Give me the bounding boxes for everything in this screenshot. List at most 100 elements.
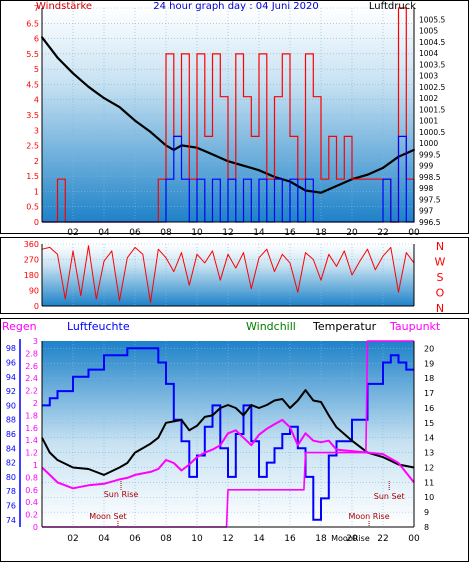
rain-tick-label: 2.4 [25,374,38,383]
y-left-tick-label: 6.5 [26,19,39,28]
y-left-tick-label: 1.5 [26,172,39,181]
rain-tick-label: 2 [33,399,38,408]
y-left-tick-label: 7 [34,4,39,13]
x-tick-label: 20 [346,228,358,238]
compass-label: N [436,302,444,315]
x-tick-label: 16 [284,228,296,238]
temp-tick-label: 8 [424,523,429,532]
pressure-point [149,130,152,133]
y-right-tick-label: 1001.5 [419,105,445,114]
pressure-point [157,137,160,140]
y-left-tick-label: 5 [34,65,39,74]
sun-moon-annotations: Sun Rise Sun Set Moon Set Moon Rise MoonRise [89,481,405,543]
y-right-tick-label: 1000.5 [419,128,445,137]
y-right-tick-label: 997 [419,207,434,216]
y-left-tick-label: 2.5 [26,142,39,151]
x-tick-label: 14 [253,228,265,238]
temp-tick-label: 19 [424,359,434,368]
gust-series-line [42,135,415,223]
rain-tick-label: 0.6 [25,486,38,495]
x-tick-label: 10 [191,534,203,544]
compass-label: W [435,256,446,269]
temp-tick-label: 15 [424,419,434,428]
y-left-tick-label: 4.5 [26,80,39,89]
y-left-tick-label: 2 [34,157,39,166]
x-tick-label: 04 [98,228,110,238]
rain-tick-label: 2.6 [25,362,38,371]
y-left-tick-label: 3 [34,126,39,135]
compass-label: S [437,271,444,284]
x-tick-label: 04 [98,534,110,544]
x-tick-label: 02 [67,534,78,544]
humidity-tick-label: 82 [6,459,16,468]
panel-wind-pressure-series [41,7,415,223]
pressure-label: Luftdruck [369,1,416,12]
temp-tick-label: 17 [424,389,434,398]
temperature-series-line [41,389,415,476]
sun-set-label: Sun Set [374,492,405,501]
winddir-series-line [41,245,415,304]
y-right-tick-label: 997.5 [419,195,441,204]
y-right-tick-label: 1004.5 [419,38,445,47]
rain-label: Regen [2,320,37,333]
wind-strength-label: Windstärke [36,1,92,12]
dewpoint-series-line [41,418,415,490]
rain-tick-label: 2.8 [25,349,38,358]
direction-tick-label: 90 [29,287,39,296]
x-tick-label: 14 [253,534,265,544]
x-tick-label: 12 [222,534,233,544]
y-left-tick-label: 1 [34,187,39,196]
y-left-tick-label: 6 [34,35,39,44]
humidity-series-line [42,347,414,521]
panel-humidity-temp-axes: 02 04 06 08 10 12 14 16 18 20 22 008910111213141516… [6,337,434,544]
sun-rise-label: Sun Rise [104,490,139,499]
x-tick-label: 22 [377,228,388,238]
rain-tick-label: 0.8 [25,473,38,482]
humidity-tick-label: 96 [6,358,16,367]
humidity-tick-label: 92 [6,387,16,396]
dewpoint-label: Taupunkt [389,320,441,333]
temp-tick-label: 11 [424,478,434,487]
temp-tick-label: 18 [424,374,434,383]
rain-tick-label: 1 [33,461,38,470]
temp-tick-label: 9 [424,508,429,517]
humidity-tick-label: 90 [6,401,16,410]
moon-set-label: Moon Set [89,512,126,521]
x-tick-label: 08 [160,534,172,544]
humidity-tick-label: 94 [6,373,16,382]
rain-tick-label: 1.6 [25,424,38,433]
y-right-tick-label: 1001 [419,117,438,126]
rain-tick-label: 1.4 [25,436,38,445]
humidity-tick-label: 78 [6,487,16,496]
pressure-point [258,169,260,172]
rain-tick-label: 1.8 [25,411,38,420]
x-tick-label: 22 [377,534,388,544]
pressure-point [335,185,338,187]
y-right-tick-label: 1003.5 [419,60,445,69]
direction-tick-label: 0 [34,302,39,311]
pressure-point [211,153,214,156]
y-right-tick-label: 996.5 [419,218,441,227]
moon-rise-label: Moon Rise [348,512,389,521]
x-tick-label: 00 [408,228,420,238]
y-right-tick-label: 1005.5 [419,15,445,24]
temp-tick-label: 20 [424,344,434,353]
humidity-tick-label: 86 [6,430,16,439]
panel-wind-direction-series [41,245,415,304]
x-tick-label: 00 [408,534,420,544]
humidity-tick-label: 98 [6,344,16,353]
humidity-tick-label: 76 [6,502,16,511]
x-tick-label: 10 [191,228,203,238]
pressure-point [320,191,322,194]
y-left-tick-label: 4 [34,96,39,105]
compass-label: O [436,287,445,300]
x-tick-label: 06 [129,228,141,238]
rain-tick-label: 1.2 [25,449,38,458]
y-right-tick-label: 1003 [419,72,438,81]
y-left-tick-label: 3.5 [26,111,39,120]
x-tick-label: 12 [222,228,233,238]
pressure-point [382,166,384,169]
